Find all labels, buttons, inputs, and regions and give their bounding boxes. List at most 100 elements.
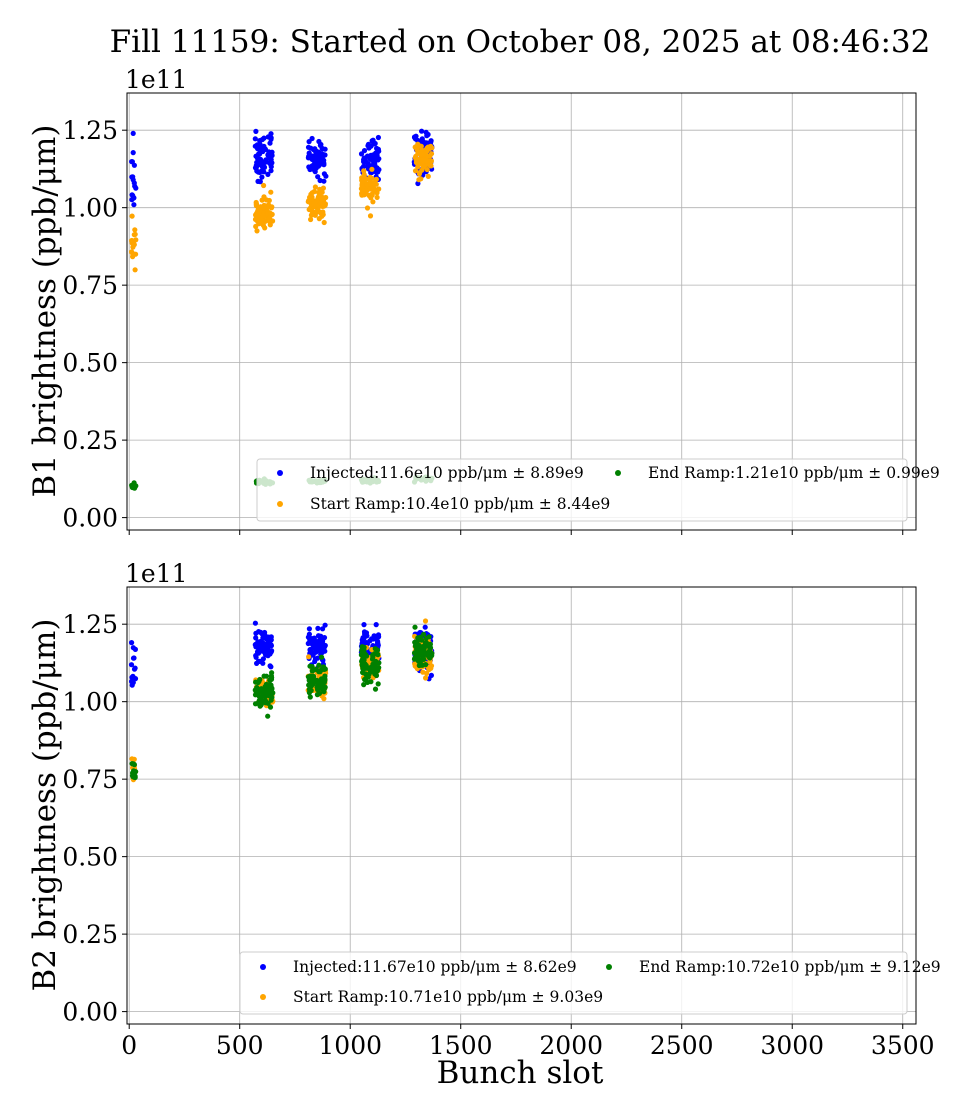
points-bottom <box>128 618 435 783</box>
data-point-start-ramp <box>315 207 321 213</box>
data-point-end-ramp <box>363 652 369 658</box>
data-point-start-ramp <box>367 174 373 180</box>
data-point-injected <box>315 648 321 654</box>
data-point-injected <box>376 156 382 162</box>
data-point-injected <box>266 151 272 157</box>
data-point-injected <box>370 636 376 642</box>
data-point-end-ramp <box>263 693 269 699</box>
y-tick-label: 0.00 <box>62 504 118 533</box>
data-point-injected <box>315 174 321 180</box>
data-point-injected <box>361 148 368 154</box>
data-point-injected <box>129 640 135 646</box>
data-point-end-ramp <box>263 700 269 706</box>
data-point-end-ramp <box>322 673 328 679</box>
legend-marker-injected <box>277 470 283 476</box>
data-point-end-ramp <box>375 681 381 687</box>
data-point-start-ramp <box>269 204 275 210</box>
data-point-injected <box>358 151 365 157</box>
data-point-end-ramp <box>258 687 264 693</box>
data-point-injected <box>260 640 266 646</box>
y-axis-label-bottom: B2 brightness (ppb/μm) <box>27 619 63 992</box>
data-point-start-ramp <box>424 670 430 677</box>
data-point-injected <box>305 640 311 647</box>
data-point-injected <box>131 666 138 672</box>
data-point-end-ramp <box>427 641 433 647</box>
data-point-injected <box>425 131 431 138</box>
x-tick-label: 1000 <box>318 1031 382 1060</box>
data-point-injected <box>321 178 327 184</box>
y-tick-label: 1.00 <box>62 194 118 223</box>
data-point-end-ramp <box>322 684 328 690</box>
data-point-start-ramp <box>425 173 431 179</box>
data-point-end-ramp <box>319 666 325 673</box>
data-point-injected <box>262 159 268 165</box>
data-point-end-ramp <box>427 645 433 651</box>
data-point-start-ramp <box>254 228 260 234</box>
data-point-end-ramp <box>421 631 427 637</box>
data-point-start-ramp <box>261 202 267 208</box>
data-point-end-ramp <box>359 644 365 650</box>
data-point-start-ramp <box>259 197 265 203</box>
data-point-start-ramp <box>257 207 263 213</box>
panel-b2: 0.00 0.25 0.50 0.75 1.00 1.25 0 500 1000 1500 200… <box>27 559 941 1091</box>
data-point-injected <box>257 150 263 156</box>
legend-box-bottom <box>239 951 908 1015</box>
y-tick-label: 0.25 <box>62 426 118 455</box>
data-point-end-ramp <box>415 658 421 664</box>
legend-marker-start-ramp <box>277 501 283 507</box>
data-point-start-ramp <box>418 152 424 158</box>
panel-b1: 0.00 0.25 0.50 0.75 1.00 1.25 1e11 B1 brightn… <box>27 65 940 535</box>
data-point-end-ramp <box>416 662 422 669</box>
data-point-end-ramp <box>307 694 313 700</box>
data-point-start-ramp <box>260 213 266 219</box>
data-point-end-ramp <box>252 701 259 707</box>
data-point-injected <box>373 622 379 628</box>
data-point-start-ramp <box>253 223 259 230</box>
data-point-start-ramp <box>253 201 259 207</box>
data-point-injected <box>267 155 273 162</box>
data-point-start-ramp <box>367 213 374 219</box>
axes-frame-bottom <box>126 586 917 1025</box>
legend-top: Injected:11.6e10 ppb/μm ± 8.89e9 Start R… <box>256 458 940 522</box>
x-tick-label: 2000 <box>539 1031 603 1060</box>
data-point-injected <box>322 648 328 654</box>
data-point-end-ramp <box>261 673 267 679</box>
data-point-end-ramp <box>269 686 275 692</box>
data-point-injected <box>375 642 381 648</box>
data-point-injected <box>255 142 261 148</box>
data-point-injected <box>129 678 135 685</box>
data-point-start-ramp <box>316 190 322 196</box>
data-point-injected <box>422 624 428 630</box>
data-point-injected <box>305 634 311 640</box>
data-point-injected <box>367 156 373 162</box>
data-point-start-ramp <box>262 225 268 231</box>
data-point-end-ramp <box>316 662 322 668</box>
legend-label-injected: Injected:11.6e10 ppb/μm ± 8.89e9 <box>310 464 584 482</box>
data-point-end-ramp <box>359 662 365 668</box>
data-point-injected <box>262 643 268 650</box>
x-tick-label: 0 <box>121 1031 137 1060</box>
data-point-injected <box>372 140 378 147</box>
data-point-start-ramp <box>308 216 314 223</box>
data-point-start-ramp <box>321 696 327 702</box>
data-point-injected <box>411 134 418 140</box>
data-point-end-ramp <box>310 681 316 687</box>
data-point-injected <box>129 159 135 165</box>
data-point-injected <box>306 139 312 145</box>
data-point-injected <box>268 136 274 142</box>
data-point-start-ramp <box>427 153 433 159</box>
data-point-end-ramp <box>372 686 379 692</box>
data-point-start-ramp <box>267 210 273 216</box>
data-point-end-ramp <box>422 640 428 646</box>
data-point-start-ramp <box>423 675 429 681</box>
data-point-injected <box>253 630 259 636</box>
data-point-start-ramp <box>368 195 374 201</box>
data-point-start-ramp <box>314 198 320 204</box>
data-point-start-ramp <box>131 756 137 762</box>
data-point-end-ramp <box>412 639 418 645</box>
data-point-injected <box>310 641 317 648</box>
data-point-start-ramp <box>312 202 318 208</box>
data-point-start-ramp <box>306 654 312 660</box>
data-point-injected <box>268 168 274 174</box>
data-point-injected <box>252 642 258 648</box>
